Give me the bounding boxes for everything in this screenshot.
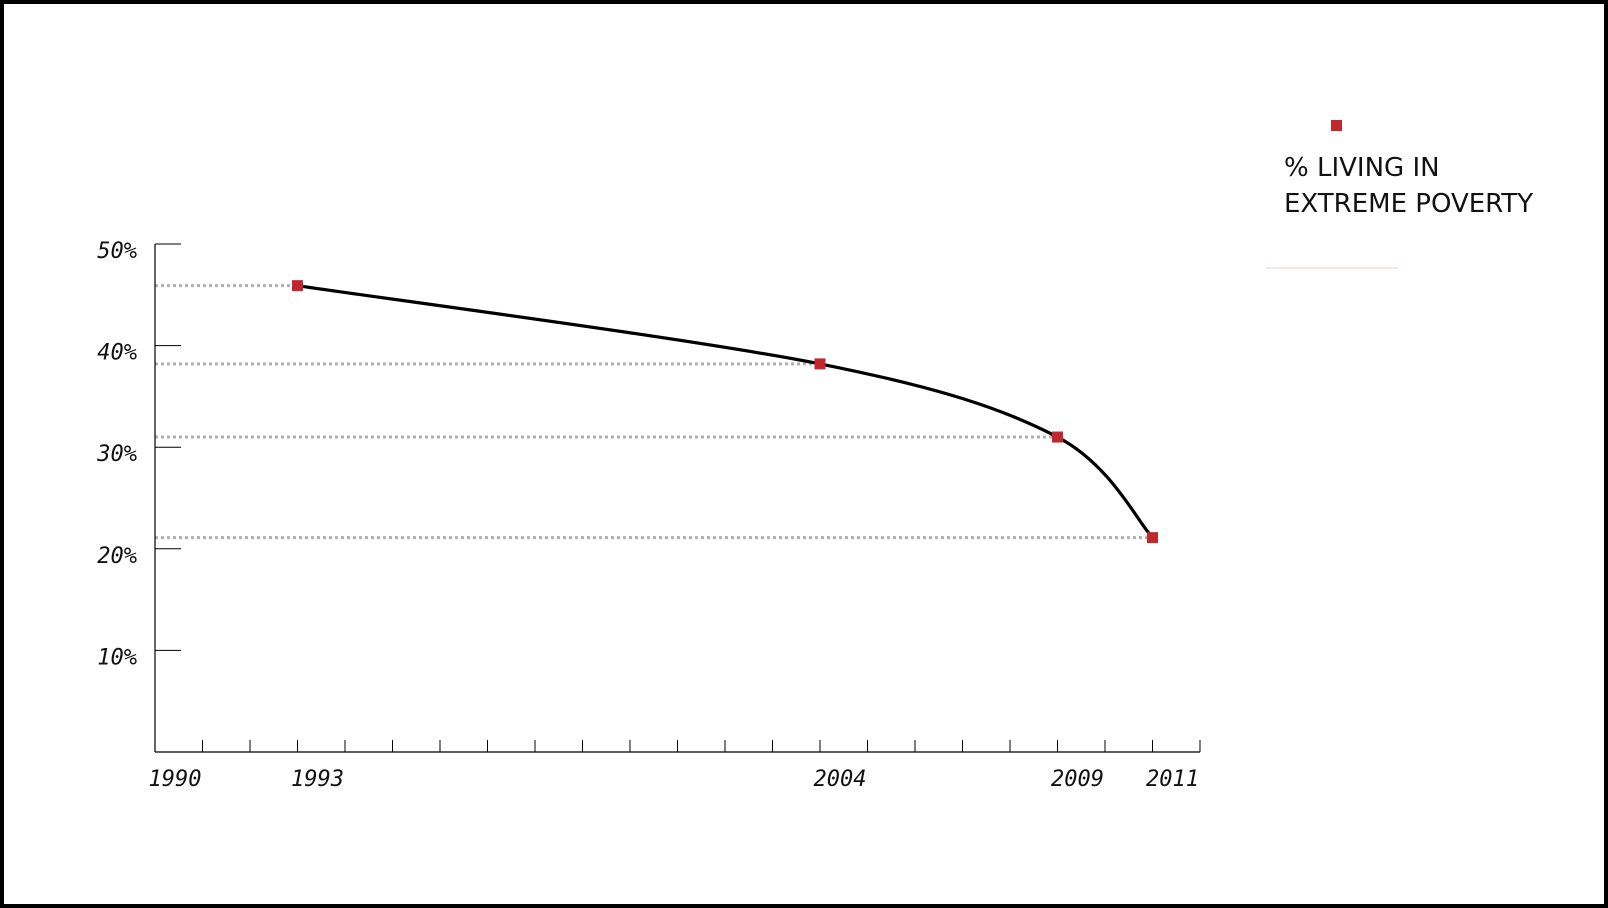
x-axis-ticks: 1990 1993 2004 2009 2011: [149, 740, 1201, 792]
legend-label-line-1: % LIVING IN: [1284, 153, 1440, 183]
data-point-marker: [814, 358, 826, 370]
guide-lines: [155, 284, 1153, 540]
series-line-extreme-poverty: [295, 284, 1155, 540]
x-tick-label: 2004: [814, 767, 867, 792]
y-tick-label: 30%: [96, 442, 137, 467]
x-tick-label: 1993: [291, 767, 344, 792]
data-markers: [292, 280, 1158, 544]
data-point-marker: [1052, 431, 1063, 443]
data-point-marker: [1147, 532, 1158, 544]
y-tick-label: 40%: [97, 341, 137, 366]
y-tick-label: 20%: [97, 544, 137, 569]
legend: % LIVING IN EXTREME POVERTY: [1266, 120, 1533, 269]
x-tick-label: 1990: [149, 767, 202, 792]
y-axis-ticks: 10% 20% 30% 40% 50%: [96, 239, 181, 670]
axes: 1990 1993 2004 2009 2011 10% 20% 30% 40% 50%: [96, 239, 1201, 792]
data-point-marker: [292, 280, 303, 292]
legend-label-line-2: EXTREME POVERTY: [1284, 189, 1533, 219]
x-tick-label: 2009: [1051, 767, 1104, 792]
legend-marker: [1331, 120, 1342, 131]
y-tick-label: 10%: [97, 645, 137, 670]
y-tick-label: 50%: [97, 239, 137, 264]
x-tick-label: 2011: [1146, 767, 1199, 792]
